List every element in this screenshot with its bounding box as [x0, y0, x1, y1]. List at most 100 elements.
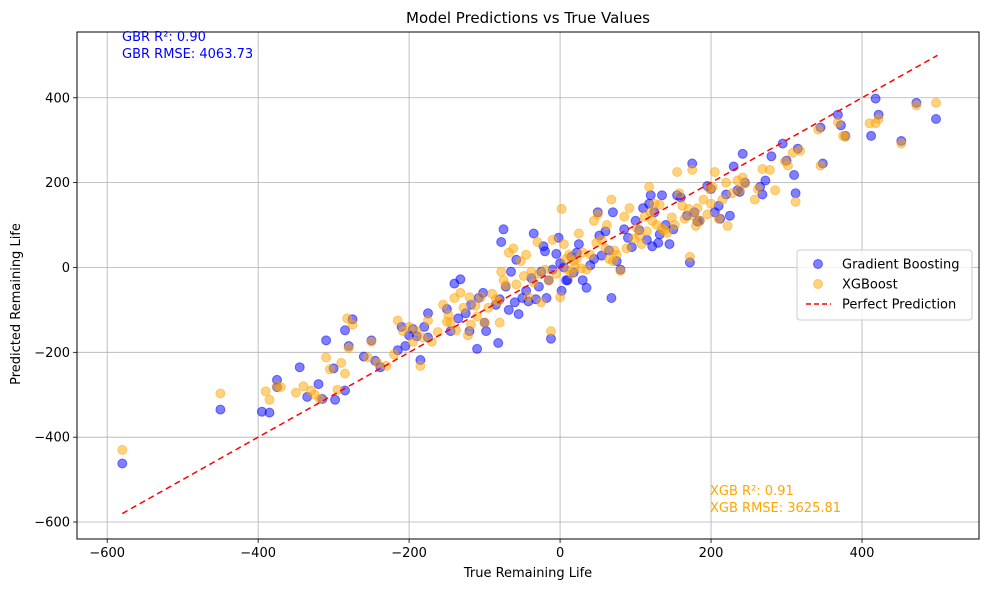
xgb-point — [483, 302, 494, 313]
xgb-r2-annotation: XGB R²: 0.91 — [710, 484, 794, 499]
xgb-point — [536, 297, 547, 308]
gbr-point — [400, 341, 411, 351]
xgb-point — [556, 203, 567, 214]
gbr-point — [724, 210, 735, 221]
xgb-point — [636, 239, 647, 250]
gbr-point — [645, 190, 656, 201]
xgb-point — [455, 287, 466, 298]
xgb-point — [713, 213, 724, 224]
xgb-point — [215, 388, 226, 399]
xgb-point — [644, 181, 655, 192]
y-axis-title: Predicted Remaining Life — [9, 223, 24, 385]
xgb-point — [336, 357, 347, 368]
y-tick-label: −600 — [34, 516, 70, 531]
legend-label-xgboost: XGBoost — [842, 278, 898, 293]
perfect-prediction-line — [121, 54, 938, 515]
gbr-point — [330, 394, 341, 405]
xgb-point — [466, 319, 476, 330]
xgb-point — [423, 315, 433, 326]
xgb-point — [475, 292, 486, 303]
xgb-point — [662, 227, 673, 238]
xgb-point — [290, 387, 301, 398]
xgb-point — [679, 213, 690, 224]
xgb-point — [315, 394, 325, 404]
xgb-point — [496, 266, 507, 277]
xgb-point — [500, 280, 511, 291]
xgb-point — [381, 360, 392, 371]
gbr-point — [509, 297, 520, 308]
gbr-point — [931, 114, 941, 124]
gbr-point — [870, 93, 881, 104]
xgb-point — [734, 185, 745, 196]
xgb-point — [795, 145, 806, 156]
xgb-point — [362, 352, 373, 363]
x-tick-label: 0 — [556, 546, 564, 561]
x-tick-label: 200 — [699, 546, 724, 561]
xgb-point — [558, 239, 569, 250]
xgb-point — [494, 317, 505, 328]
legend-box — [796, 249, 973, 321]
scatter-points — [117, 93, 941, 469]
xgb-point — [764, 164, 775, 175]
xgb-point — [683, 203, 694, 214]
gbr-point — [653, 237, 664, 248]
xgb-point — [407, 336, 418, 347]
xgb-point — [783, 160, 793, 171]
axis-ticks: −600 −400 −200 0 200 400 −600 −400 −200 0 200 400 — [34, 91, 874, 561]
xgb-point — [621, 243, 632, 254]
xgb-point — [698, 194, 709, 205]
xgb-point — [813, 124, 824, 135]
gbr-point — [866, 130, 877, 141]
xgb-point — [692, 203, 703, 214]
xgb-point — [389, 349, 399, 360]
xgb-point — [896, 138, 907, 149]
gbr-point — [503, 304, 514, 315]
xgb-point — [532, 237, 543, 247]
xgb-point — [340, 368, 350, 379]
gbr-point — [573, 239, 584, 250]
xgb-point — [931, 97, 941, 108]
gbr-point — [498, 224, 509, 235]
xgb-point — [511, 279, 522, 290]
xgb-point — [601, 220, 612, 230]
gbr-point — [760, 175, 771, 186]
xgb-point — [458, 302, 469, 313]
xgb-point — [645, 207, 656, 218]
xgb-point — [523, 292, 534, 303]
xgb-point — [684, 251, 695, 262]
xgb-point — [790, 196, 801, 207]
gbr-point — [340, 325, 350, 336]
y-tick-label: −200 — [34, 346, 70, 361]
y-tick-label: −400 — [34, 431, 70, 446]
xgb-point — [740, 178, 750, 189]
legend: Gradient Boosting XGBoost Perfect Predic… — [796, 249, 973, 321]
xgb-point — [366, 336, 377, 347]
xgb-point — [752, 184, 763, 194]
xgb-point — [832, 117, 843, 128]
xgb-point — [404, 321, 415, 332]
xgb-point — [463, 330, 473, 341]
x-tick-label: 400 — [850, 546, 875, 561]
xgb-point — [415, 360, 426, 371]
xgb-point — [749, 194, 760, 205]
legend-label-perfect-prediction: Perfect Prediction — [842, 298, 956, 313]
xgb-point — [592, 209, 603, 220]
gbr-point — [766, 151, 777, 162]
gbr-point — [528, 228, 539, 239]
xgb-point — [470, 300, 481, 311]
xgb-point — [654, 199, 665, 210]
xgb-point — [641, 226, 652, 237]
xgb-point — [543, 275, 554, 286]
legend-label-gradient-boosting: Gradient Boosting — [842, 258, 960, 273]
xgb-point — [324, 364, 335, 375]
xgb-point — [694, 215, 705, 226]
xgb-point — [332, 384, 343, 395]
xgb-point — [606, 194, 617, 205]
xgb-point — [581, 264, 592, 275]
xgb-point — [619, 211, 630, 222]
gbr-point — [607, 207, 618, 218]
xgb-point — [615, 265, 626, 276]
gbr-point — [453, 313, 464, 324]
xgb-point — [343, 343, 354, 354]
xgb-point — [117, 444, 128, 455]
